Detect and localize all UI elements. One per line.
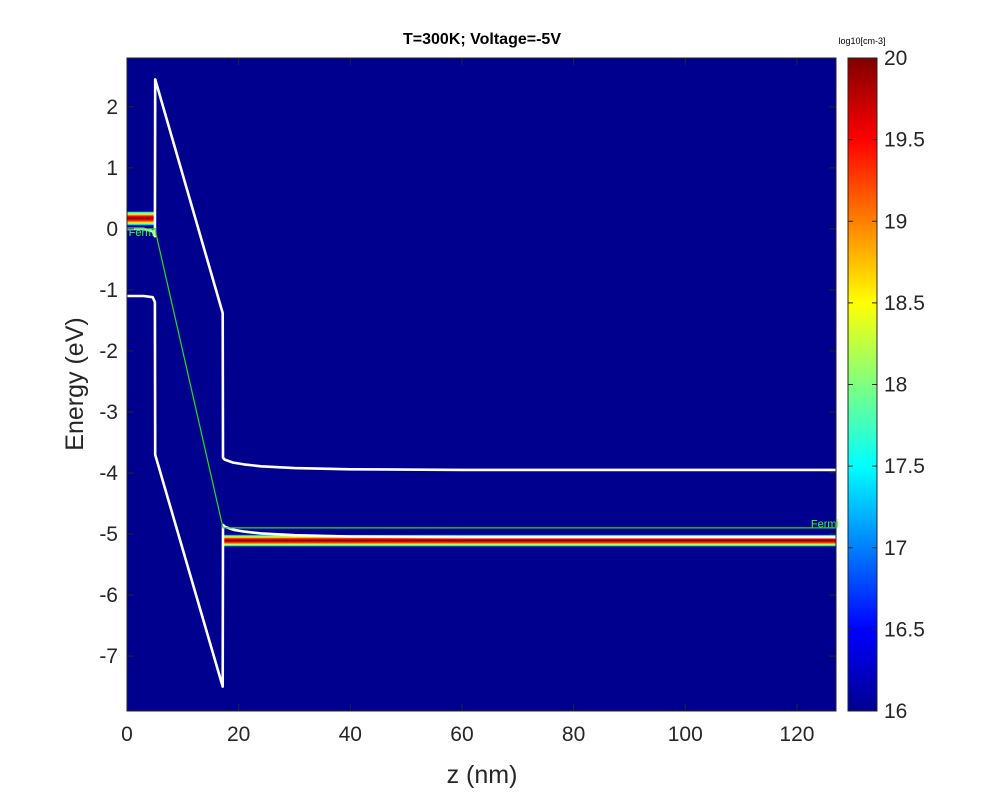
x-tick-label: 80: [562, 723, 585, 746]
fermi-annotation-0: Fermi: [129, 227, 157, 239]
colorbar-tick-label: 20: [884, 47, 907, 70]
y-tick-label: -5: [99, 523, 118, 546]
x-tick-label: 120: [779, 723, 814, 746]
x-tick-label: 0: [121, 723, 133, 746]
colorbar-unit-label: log10[cm-3]: [838, 36, 885, 46]
x-axis-label: z (nm): [447, 761, 518, 789]
series-line-valence-band: [127, 294, 836, 688]
colorbar-tick-label: 16: [884, 700, 907, 723]
plot-frame: [126, 57, 837, 712]
y-tick-label: 0: [106, 218, 118, 241]
colorbar-tick-label: 19: [884, 210, 907, 233]
series-line-fermi: [127, 228, 836, 529]
x-tick-label: 100: [668, 723, 703, 746]
y-tick-label: -6: [99, 584, 118, 607]
colorbar-tick-label: 17: [884, 537, 907, 560]
x-tick-label: 40: [339, 723, 362, 746]
fermi-annotation-1: Fermi: [811, 519, 839, 531]
x-tick-label: 60: [450, 723, 473, 746]
y-tick-label: -3: [99, 401, 118, 424]
colorbar-ticks: 20 19.5 19 18.5 18 17.5 17 16.5 16: [848, 47, 925, 723]
colorbar-tick-label: 18: [884, 374, 907, 397]
colorbar-tick-label: 18.5: [884, 292, 925, 315]
y-tick-label: -7: [99, 645, 118, 668]
colorbar-tick-label: 16.5: [884, 618, 925, 641]
tick-layer: 0 20 40 60 80 100 120 2 1 0 -1 -2 -3 -4 -5 -6 -7: [99, 58, 836, 746]
series-line-conduction-band: [127, 78, 836, 472]
y-tick-label: 1: [106, 157, 118, 180]
y-tick-label: -2: [99, 340, 118, 363]
colorbar-tick-label: 17.5: [884, 455, 925, 478]
x-tick-label: 20: [227, 723, 250, 746]
y-tick-label: -1: [99, 279, 118, 302]
series-layer: [127, 78, 836, 688]
colorbar-tick-label: 19.5: [884, 129, 925, 152]
y-tick-label: -4: [99, 462, 118, 485]
y-axis-label: Energy (eV): [61, 317, 89, 450]
chart-title: T=300K; Voltage=-5V: [403, 31, 561, 48]
y-tick-label: 2: [106, 96, 118, 119]
plot-area: [127, 58, 836, 711]
density-band-0: [127, 211, 155, 226]
annotation-layer: Fermi Fermi: [129, 227, 839, 531]
